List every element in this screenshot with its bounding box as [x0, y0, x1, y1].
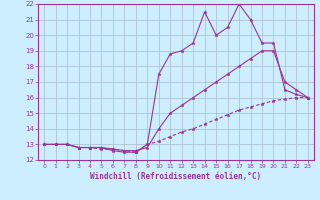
X-axis label: Windchill (Refroidissement éolien,°C): Windchill (Refroidissement éolien,°C) — [91, 172, 261, 181]
